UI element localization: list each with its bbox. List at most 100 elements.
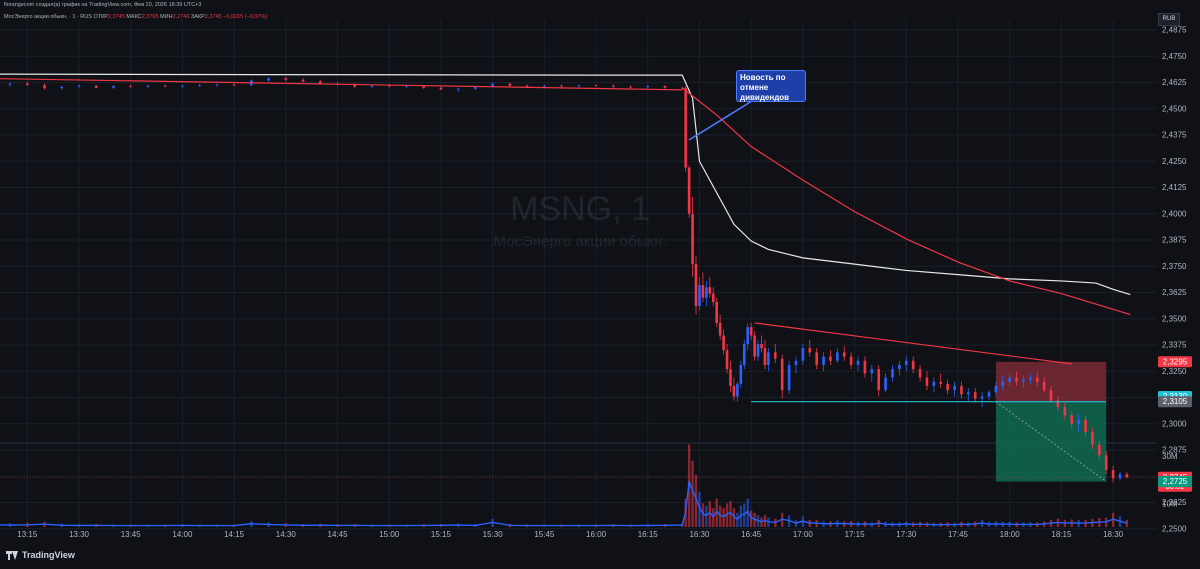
- x-tick-label: 17:00: [793, 530, 814, 539]
- position-zones: [995, 361, 1107, 482]
- symbol-line: МосЭнерго акции обыкн. · 1 · RUS: [4, 14, 92, 20]
- volume-bar: [718, 505, 722, 527]
- candle-body: [836, 352, 839, 361]
- target-path-line: [995, 401, 1107, 482]
- candle-body: [215, 84, 219, 86]
- candle-body: [749, 327, 753, 336]
- low-value: 2,2740: [172, 14, 190, 20]
- currency-button[interactable]: RUB: [1158, 13, 1180, 26]
- candle-body: [508, 83, 512, 86]
- candle-body: [973, 392, 977, 399]
- candle-body: [732, 385, 736, 397]
- x-tick-label: 13:30: [69, 530, 90, 539]
- candle-body: [387, 85, 391, 87]
- candle-body: [780, 358, 784, 391]
- candle-body: [284, 78, 288, 80]
- candle-body: [543, 85, 546, 87]
- low-label: МИН: [160, 14, 173, 20]
- y-tick-label: 2,3875: [1162, 236, 1187, 245]
- volume-bar: [701, 503, 705, 527]
- time-axis: 13:15 13:30 13:45 14:00 14:15 14:30 14:45 15:00…: [17, 530, 1123, 539]
- volume-bar: [708, 501, 712, 527]
- y-tick-label: 2,2625: [1162, 498, 1187, 507]
- x-tick-label: 16:45: [741, 530, 762, 539]
- candle-body: [77, 85, 81, 87]
- candle-body: [1118, 474, 1122, 479]
- candle-body: [739, 364, 743, 384]
- candle-body: [870, 369, 874, 374]
- candle-body: [456, 88, 460, 90]
- candle-body: [701, 285, 705, 298]
- candle-body: [725, 350, 729, 370]
- y-tick-label: 2,4250: [1162, 157, 1187, 166]
- candle-body: [301, 79, 305, 82]
- candle-body: [1015, 377, 1018, 382]
- volume-bar: [694, 475, 698, 527]
- candle-body: [405, 85, 408, 87]
- candle-body: [525, 85, 529, 87]
- y-tick-label: 2,4125: [1162, 183, 1187, 192]
- candle-body: [474, 87, 477, 89]
- candle-body: [691, 213, 694, 265]
- high-label: МАКС: [126, 14, 142, 20]
- candle-body: [1022, 379, 1025, 382]
- candle-body: [753, 335, 756, 357]
- x-tick-label: 16:30: [689, 530, 710, 539]
- volume-bar: [715, 498, 718, 527]
- dividend-news-callout[interactable]: Новость по отмене дивидендов: [736, 70, 806, 102]
- trendline: [754, 322, 1072, 365]
- y-tick-label: 2,3500: [1162, 314, 1187, 323]
- y-tick-label: 2,3625: [1162, 288, 1187, 297]
- candle-body: [794, 360, 798, 365]
- callout-pointer: [688, 100, 753, 141]
- candle-body: [1049, 390, 1053, 401]
- volume-bar: [705, 505, 708, 527]
- x-tick-label: 15:45: [534, 530, 555, 539]
- candle-body: [787, 364, 791, 391]
- candle-body: [163, 85, 167, 87]
- candle-body: [663, 86, 667, 88]
- candle-body: [698, 285, 701, 307]
- x-tick-label: 18:00: [1000, 530, 1021, 539]
- y-tick-label: 2,3000: [1162, 419, 1187, 428]
- y-tick-label: 2,4750: [1162, 52, 1187, 61]
- x-tick-label: 17:45: [948, 530, 969, 539]
- candle-body: [687, 167, 691, 214]
- x-tick-label: 14:15: [224, 530, 245, 539]
- open-label: ОТКР: [93, 14, 108, 20]
- candle-body: [1070, 415, 1074, 424]
- close-value: 2,2745: [204, 14, 222, 20]
- candle-body: [1001, 381, 1005, 386]
- candle-body: [129, 86, 133, 87]
- change-value: −0,0015 (−0,07%): [223, 14, 268, 20]
- price-tag-label: 2,2725: [1163, 477, 1188, 486]
- y-tick-label: 2,4500: [1162, 104, 1187, 113]
- x-tick-label: 15:15: [431, 530, 452, 539]
- candle-body: [911, 360, 915, 370]
- tradingview-logo[interactable]: TradingView: [6, 550, 75, 560]
- ma_red-series: [681, 87, 1131, 316]
- candle-body: [491, 83, 494, 88]
- candle-body: [1042, 381, 1046, 391]
- candle-body: [60, 86, 64, 89]
- candle-body: [94, 85, 98, 88]
- candle-body: [112, 86, 115, 88]
- volume-bar: [691, 460, 694, 527]
- candle-body: [932, 381, 936, 386]
- open-value: 2,2745: [107, 14, 125, 20]
- price-tag: [1158, 476, 1192, 487]
- candle-body: [884, 377, 887, 391]
- candle-body: [746, 327, 750, 344]
- x-tick-label: 17:15: [845, 530, 866, 539]
- candles: [8, 76, 1129, 483]
- y-tick-label: 2,4875: [1162, 26, 1187, 35]
- candle-body: [439, 87, 443, 90]
- candle-body: [594, 85, 598, 87]
- candle-body: [842, 352, 846, 357]
- candle-body: [808, 348, 812, 353]
- candle-body: [1084, 419, 1087, 433]
- volume-bar: [743, 503, 746, 527]
- candle-body: [1104, 455, 1108, 470]
- volume-tick-label: 30M: [1162, 452, 1178, 461]
